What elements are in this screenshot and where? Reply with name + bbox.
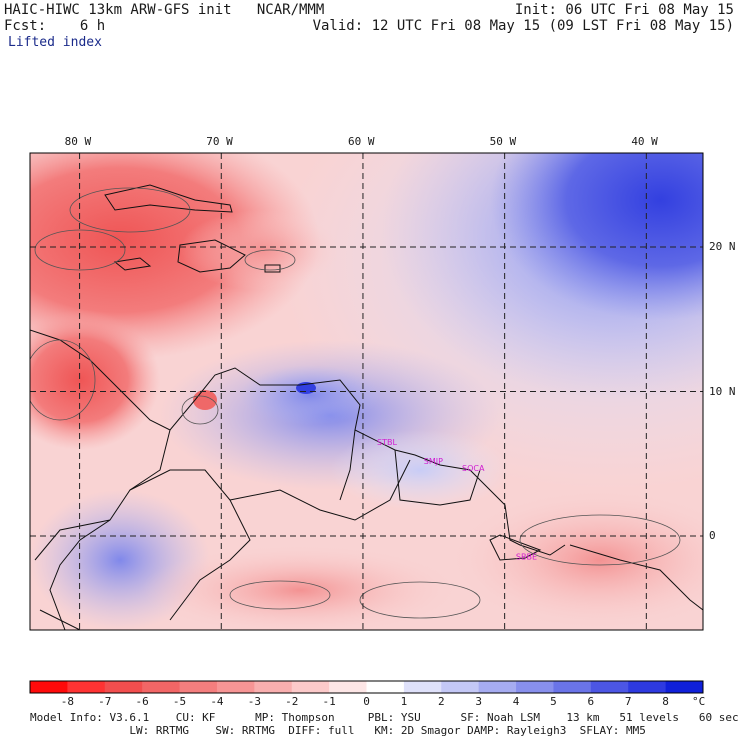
contours xyxy=(30,187,681,619)
colorbar-tick-label: 0 xyxy=(363,695,370,708)
colorbar-tick-label: -2 xyxy=(285,695,299,708)
colorbar-swatch xyxy=(441,681,480,693)
colorbar-swatch xyxy=(516,681,554,693)
lon-tick-label: 40 W xyxy=(631,135,658,148)
colorbar-frame xyxy=(29,680,704,694)
colorbar-swatch xyxy=(254,681,293,693)
colorbar-tick-label: 1 xyxy=(400,695,408,708)
colorbar-unit: °C xyxy=(692,695,706,708)
valid-time: Valid: 12 UTC Fri 08 May 15 (09 LST Fri … xyxy=(312,18,734,34)
lat-tick-label: 20 N xyxy=(709,239,736,253)
shaded-field xyxy=(30,153,703,630)
colorbar-swatch xyxy=(366,681,405,693)
lat-tick-label: 0 xyxy=(709,529,716,543)
colorbar-tick-label: -8 xyxy=(60,695,74,708)
colorbar-swatch xyxy=(291,681,330,693)
init-time: Init: 06 UTC Fri 08 May 15 xyxy=(514,2,734,18)
map-frame xyxy=(29,152,704,631)
lon-tick-label: 80 W xyxy=(64,135,92,148)
colorbar-swatch xyxy=(179,681,218,693)
colorbar-swatch xyxy=(67,681,106,693)
colorbar-swatch xyxy=(590,681,629,693)
coastlines xyxy=(30,184,703,630)
model-info-line-1: Model Info: V3.6.1 CU: KF MP: Thompson P… xyxy=(30,711,739,724)
colorbar-swatch xyxy=(665,681,704,693)
station-label: STBL xyxy=(377,438,397,447)
plot-title: HAIC-HIWC 13km ARW-GFS init NCAR/MMM xyxy=(4,2,325,18)
colorbar-tick-label: 5 xyxy=(550,695,557,708)
colorbar-tick-label: -5 xyxy=(172,695,187,708)
model-info-line-2: LW: RRTMG SW: RRTMG DIFF: full KM: 2D Sm… xyxy=(30,724,646,737)
lon-tick-label: 50 W xyxy=(489,135,517,148)
colorbar-swatch xyxy=(216,681,255,693)
colorbar-tick-label: -7 xyxy=(98,695,112,708)
colorbar-tick-label: 4 xyxy=(512,695,520,708)
colorbar-tick-label: -6 xyxy=(135,695,149,708)
colorbar-tick-label: 2 xyxy=(437,695,445,708)
lat-tick-label: 10 N xyxy=(709,384,736,398)
lon-tick-label: 70 W xyxy=(206,135,233,148)
station-label: SOCA xyxy=(462,464,485,473)
station-labels: STBL SMJP SOCA SBBE xyxy=(377,438,537,561)
colorbar-tick-label: 7 xyxy=(624,695,632,708)
colorbar-tick-label: 6 xyxy=(587,695,595,708)
colorbar-tick-label: -4 xyxy=(210,695,224,708)
colorbar-swatch xyxy=(553,681,592,693)
lon-tick-label: 60 W xyxy=(347,135,375,148)
colorbar-swatch xyxy=(30,681,68,693)
colorbar xyxy=(29,680,704,694)
lat-lon-grid xyxy=(30,153,703,630)
colorbar-swatch xyxy=(104,681,143,693)
station-label: SBBE xyxy=(516,552,537,561)
colorbar-tick-label: -1 xyxy=(322,695,336,708)
colorbar-swatch xyxy=(403,681,442,693)
station-label: SMJP xyxy=(424,457,443,466)
colorbar-swatch xyxy=(142,681,181,693)
forecast-hour: Fcst: 6 h xyxy=(4,18,106,34)
colorbar-swatch xyxy=(478,681,517,693)
colorbar-tick-label: -3 xyxy=(247,695,261,708)
colorbar-tick-label: 8 xyxy=(662,695,669,708)
colorbar-swatch xyxy=(329,681,367,693)
colorbar-swatch xyxy=(628,681,667,693)
colorbar-tick-label: 3 xyxy=(475,695,482,708)
field-name: Lifted index xyxy=(8,35,102,50)
